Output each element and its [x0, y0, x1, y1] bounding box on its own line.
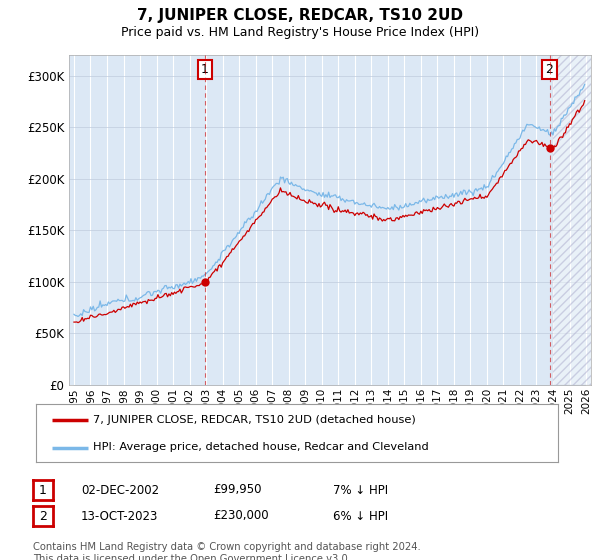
- Bar: [553, 55, 595, 385]
- Text: 2: 2: [39, 510, 47, 522]
- Text: 7, JUNIPER CLOSE, REDCAR, TS10 2UD (detached house): 7, JUNIPER CLOSE, REDCAR, TS10 2UD (deta…: [94, 414, 416, 424]
- Text: 7% ↓ HPI: 7% ↓ HPI: [333, 483, 388, 497]
- Text: £230,000: £230,000: [213, 510, 269, 522]
- Bar: [553, 55, 595, 385]
- Text: £99,950: £99,950: [213, 483, 262, 497]
- Text: 1: 1: [39, 483, 47, 497]
- Text: 7, JUNIPER CLOSE, REDCAR, TS10 2UD: 7, JUNIPER CLOSE, REDCAR, TS10 2UD: [137, 8, 463, 23]
- Text: 6% ↓ HPI: 6% ↓ HPI: [333, 510, 388, 522]
- Text: Contains HM Land Registry data © Crown copyright and database right 2024.
This d: Contains HM Land Registry data © Crown c…: [33, 542, 421, 560]
- Text: 02-DEC-2002: 02-DEC-2002: [81, 483, 159, 497]
- Text: 13-OCT-2023: 13-OCT-2023: [81, 510, 158, 522]
- Text: Price paid vs. HM Land Registry's House Price Index (HPI): Price paid vs. HM Land Registry's House …: [121, 26, 479, 39]
- Text: HPI: Average price, detached house, Redcar and Cleveland: HPI: Average price, detached house, Redc…: [94, 442, 429, 452]
- Text: 2: 2: [545, 63, 553, 76]
- Text: 1: 1: [201, 63, 209, 76]
